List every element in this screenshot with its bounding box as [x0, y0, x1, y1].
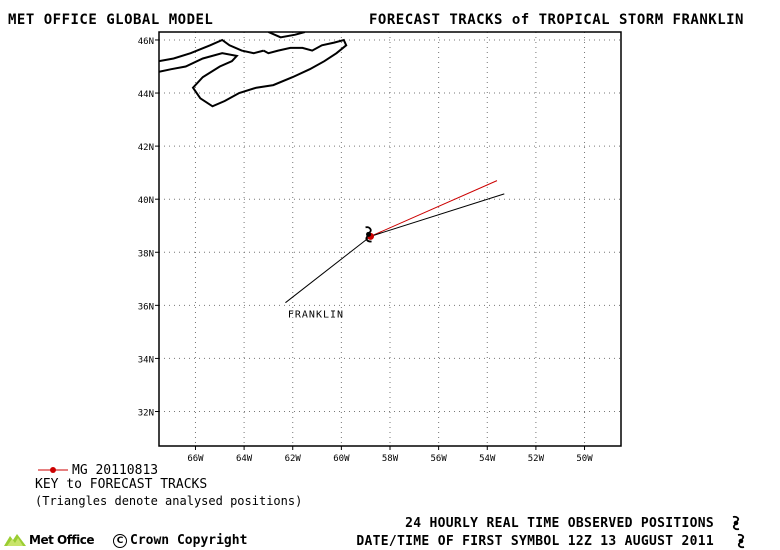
coastline-segment	[159, 38, 264, 63]
lon-tick-label: 52W	[528, 454, 545, 464]
lon-tick-label: 64W	[236, 454, 253, 464]
model-title: MET OFFICE GLOBAL MODEL	[8, 12, 214, 28]
met-office-logo-icon	[4, 534, 26, 546]
storm-name-label: FRANKLIN	[288, 309, 344, 320]
observed-symbol-icon	[732, 515, 740, 531]
tropical-storm-icon	[365, 226, 372, 243]
met-office-logo-text: Met Office	[29, 533, 95, 547]
legend-entry-label: MG 20110813	[72, 463, 159, 478]
coastline-segment	[159, 38, 348, 108]
lon-tick-label: 56W	[430, 454, 447, 464]
legend-key-title: KEY to FORECAST TRACKS	[35, 477, 208, 492]
chart-title: FORECAST TRACKS of TROPICAL STORM FRANKL…	[368, 12, 744, 28]
lon-tick-label: 66W	[187, 454, 204, 464]
axis-ticks	[155, 39, 586, 450]
lat-tick-label: 46N	[138, 37, 154, 47]
forecast-track	[370, 193, 505, 237]
copyright: C Crown Copyright	[113, 533, 247, 548]
legend-key-note: (Triangles denote analysed positions)	[35, 494, 303, 508]
coastline	[159, 32, 348, 108]
copyright-text: Crown Copyright	[130, 533, 248, 548]
observed-track	[285, 235, 371, 304]
lat-tick-label: 44N	[138, 90, 154, 100]
lon-tick-label: 60W	[333, 454, 350, 464]
lon-tick-label: 62W	[285, 454, 302, 464]
lat-tick-label: 38N	[138, 249, 154, 259]
lat-tick-label: 40N	[138, 196, 154, 206]
copyright-icon: C	[113, 533, 127, 548]
first-symbol-icon	[737, 533, 745, 549]
lat-tick-label: 42N	[138, 143, 154, 153]
map-frame	[158, 31, 622, 447]
lat-tick-label: 32N	[138, 409, 154, 419]
observed-positions-text: 24 HOURLY REAL TIME OBSERVED POSITIONS	[405, 516, 714, 531]
axis-labels: 46N 44N 42N 40N 38N 36N 34N 32N 66W 64W 62W 60W 58W 5…	[138, 37, 593, 464]
forecast-track	[370, 180, 498, 237]
lat-tick-label: 36N	[138, 302, 154, 312]
lon-tick-label: 54W	[479, 454, 496, 464]
coastline-segment	[268, 32, 306, 39]
met-office-logo: Met Office	[4, 533, 95, 547]
legend-marker	[50, 467, 56, 473]
lon-tick-label: 58W	[382, 454, 399, 464]
graticule	[159, 32, 621, 446]
lat-tick-label: 34N	[138, 355, 154, 365]
lon-tick-label: 50W	[576, 454, 593, 464]
first-symbol-datetime: DATE/TIME OF FIRST SYMBOL 12Z 13 AUGUST …	[356, 534, 714, 549]
